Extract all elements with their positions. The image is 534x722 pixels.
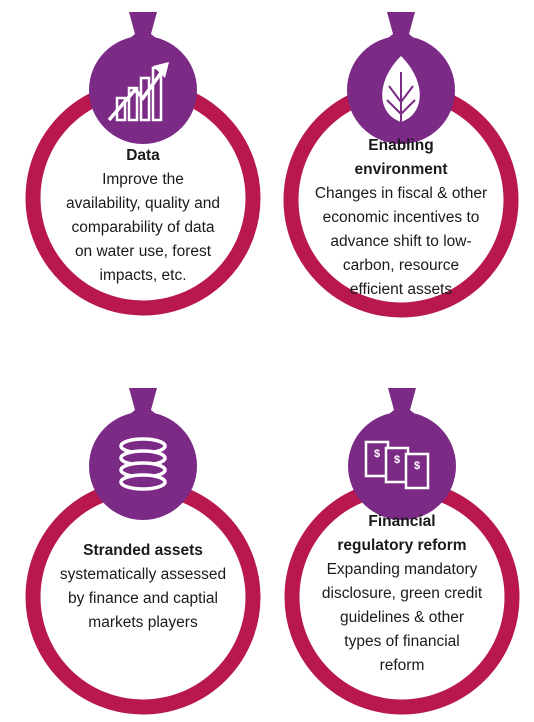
item: Stranded assets systematically assessed by… xyxy=(25,388,261,715)
icon-vein xyxy=(386,72,416,126)
icon-bill xyxy=(404,452,430,490)
icon-arrow xyxy=(107,68,165,122)
item: Enabling environment Changes in fiscal & o… xyxy=(283,12,519,318)
item-text: advance shift to low- xyxy=(330,233,471,250)
item-title: Financial xyxy=(368,513,435,530)
bag-neck xyxy=(125,388,161,418)
icon-dollar: $ xyxy=(374,448,380,460)
icon-dollar: $ xyxy=(394,454,400,466)
item-text: markets players xyxy=(88,614,198,631)
item-text: Changes in fiscal & other xyxy=(315,185,487,202)
bag-neck xyxy=(125,12,161,42)
icon-coin xyxy=(119,473,167,491)
item-text: efficient assets xyxy=(350,281,452,298)
item: Data Improve the availability, quality and… xyxy=(25,12,261,316)
item-title: environment xyxy=(354,161,447,178)
item-text: Expanding mandatory xyxy=(327,561,478,578)
icon-arrowhead xyxy=(153,62,169,78)
item-text: economic incentives to xyxy=(323,209,480,226)
item-text: impacts, etc. xyxy=(100,267,187,284)
item-text: by finance and captial xyxy=(68,590,218,607)
item-text: on water use, forest xyxy=(75,243,212,260)
item-text: guidelines & other xyxy=(340,609,464,626)
item-text: reform xyxy=(380,657,425,674)
item: $ $ $ Financial regulatory reform Expanding m… xyxy=(284,388,520,715)
icon-dollar: $ xyxy=(414,460,420,472)
item-title: regulatory reform xyxy=(337,537,466,554)
item-text: availability, quality and xyxy=(66,195,220,212)
item-title: Enabling xyxy=(368,137,433,154)
bag-neck xyxy=(383,12,419,42)
item-text: comparability of data xyxy=(71,219,214,236)
icon-bar xyxy=(127,86,139,122)
icon-bar xyxy=(139,76,151,122)
item-text: carbon, resource xyxy=(343,257,459,274)
bag-neck xyxy=(384,388,420,418)
item-title: Data xyxy=(126,147,160,164)
item-text: types of financial xyxy=(344,633,459,650)
item-title: Stranded assets xyxy=(83,542,203,559)
item-text: Improve the xyxy=(102,171,184,188)
item-text: systematically assessed xyxy=(60,566,226,583)
bag-body xyxy=(89,36,197,144)
item-text: disclosure, green credit xyxy=(322,585,483,602)
